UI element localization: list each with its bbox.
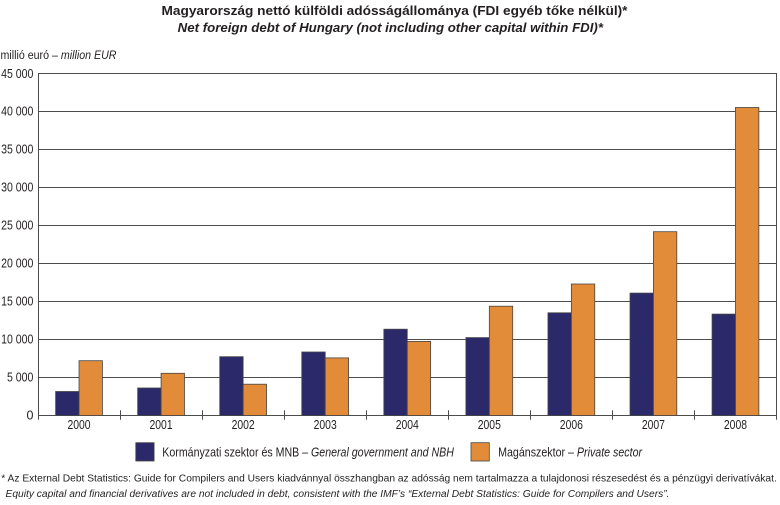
- svg-text:10 000: 10 000: [1, 332, 33, 346]
- svg-text:2006: 2006: [560, 418, 583, 432]
- svg-text:2002: 2002: [232, 418, 255, 432]
- svg-text:45 000: 45 000: [1, 67, 33, 81]
- svg-text:2008: 2008: [724, 418, 747, 432]
- svg-text:Equity capital and financial d: Equity capital and financial derivatives…: [6, 489, 670, 500]
- svg-text:2001: 2001: [150, 418, 173, 432]
- svg-text:2004: 2004: [396, 418, 419, 432]
- svg-text:Net foreign debt of Hungary (n: Net foreign debt of Hungary (not includi…: [178, 20, 604, 35]
- svg-text:2003: 2003: [314, 418, 337, 432]
- svg-text:2007: 2007: [642, 418, 665, 432]
- svg-text:30 000: 30 000: [1, 181, 33, 195]
- svg-text:25 000: 25 000: [1, 219, 33, 233]
- svg-text:millió euró – million EUR: millió euró – million EUR: [1, 50, 117, 62]
- svg-text:2005: 2005: [478, 418, 501, 432]
- svg-text:40 000: 40 000: [1, 105, 33, 119]
- svg-text:2000: 2000: [67, 418, 90, 432]
- svg-text:Kormányzati szektor és MNB – G: Kormányzati szektor és MNB – General gov…: [162, 444, 454, 459]
- svg-text:35 000: 35 000: [1, 143, 33, 157]
- svg-text:Magyarország nettó külföldi ad: Magyarország nettó külföldi adósságállom…: [162, 3, 629, 18]
- svg-text:15 000: 15 000: [1, 294, 33, 308]
- svg-text:0: 0: [26, 408, 33, 422]
- svg-text:* Az External Debt Statistics:: * Az External Debt Statistics: Guide for…: [1, 474, 777, 485]
- svg-text:20 000: 20 000: [1, 257, 33, 271]
- svg-text:Magánszektor – Private sector: Magánszektor – Private sector: [498, 444, 643, 459]
- svg-text:5 000: 5 000: [7, 370, 33, 384]
